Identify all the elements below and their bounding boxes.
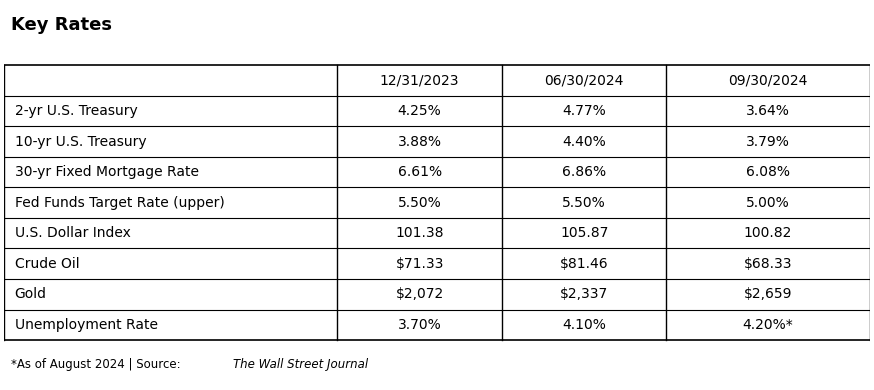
Text: 30-yr Fixed Mortgage Rate: 30-yr Fixed Mortgage Rate	[15, 165, 198, 179]
Text: 4.40%: 4.40%	[562, 135, 606, 149]
Text: 4.25%: 4.25%	[398, 104, 441, 118]
Text: 3.64%: 3.64%	[746, 104, 790, 118]
Text: 100.82: 100.82	[744, 226, 793, 240]
Text: 09/30/2024: 09/30/2024	[728, 73, 808, 87]
Text: U.S. Dollar Index: U.S. Dollar Index	[15, 226, 130, 240]
Text: 4.20%*: 4.20%*	[743, 318, 794, 332]
Text: 4.10%: 4.10%	[562, 318, 606, 332]
Text: $68.33: $68.33	[744, 257, 793, 271]
Text: $2,337: $2,337	[560, 287, 608, 301]
Text: Crude Oil: Crude Oil	[15, 257, 80, 271]
Text: Unemployment Rate: Unemployment Rate	[15, 318, 157, 332]
Text: 5.50%: 5.50%	[562, 196, 606, 210]
Text: $2,072: $2,072	[396, 287, 444, 301]
Text: 10-yr U.S. Treasury: 10-yr U.S. Treasury	[15, 135, 146, 149]
Text: 105.87: 105.87	[560, 226, 608, 240]
Text: $71.33: $71.33	[396, 257, 444, 271]
Text: 2-yr U.S. Treasury: 2-yr U.S. Treasury	[15, 104, 137, 118]
Text: 6.08%: 6.08%	[746, 165, 790, 179]
Text: 101.38: 101.38	[395, 226, 444, 240]
Text: Gold: Gold	[15, 287, 46, 301]
Text: Key Rates: Key Rates	[11, 16, 112, 34]
Text: 3.79%: 3.79%	[746, 135, 790, 149]
Text: 6.61%: 6.61%	[398, 165, 441, 179]
Text: Fed Funds Target Rate (upper): Fed Funds Target Rate (upper)	[15, 196, 225, 210]
Text: 5.00%: 5.00%	[746, 196, 790, 210]
Text: 06/30/2024: 06/30/2024	[545, 73, 624, 87]
Text: 4.77%: 4.77%	[562, 104, 606, 118]
Text: 5.50%: 5.50%	[398, 196, 441, 210]
Text: $81.46: $81.46	[560, 257, 608, 271]
Text: The Wall Street Journal: The Wall Street Journal	[232, 358, 368, 370]
Text: 3.88%: 3.88%	[398, 135, 441, 149]
Text: 3.70%: 3.70%	[398, 318, 441, 332]
Text: $2,659: $2,659	[744, 287, 793, 301]
Text: *As of August 2024 | Source:: *As of August 2024 | Source:	[11, 358, 184, 370]
Text: 12/31/2023: 12/31/2023	[380, 73, 460, 87]
Text: 6.86%: 6.86%	[562, 165, 607, 179]
